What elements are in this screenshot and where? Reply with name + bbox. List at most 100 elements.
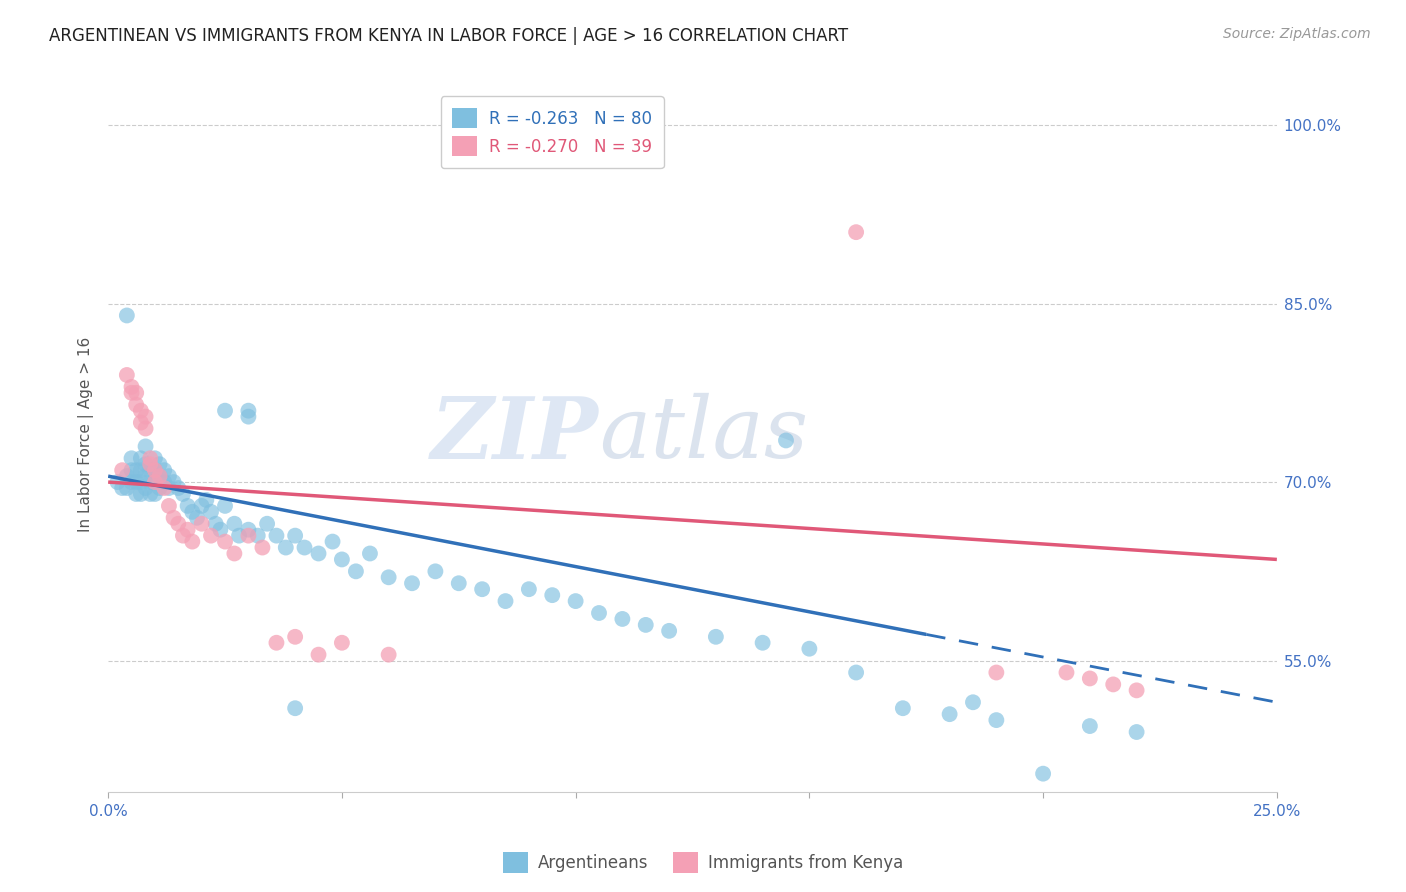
Point <box>181 505 204 519</box>
Point <box>111 481 134 495</box>
Point <box>962 695 984 709</box>
Point <box>149 457 172 471</box>
Point <box>266 528 288 542</box>
Point <box>308 547 330 561</box>
Point <box>256 516 278 531</box>
Point <box>1032 766 1054 780</box>
Point <box>115 368 138 382</box>
Point <box>938 707 960 722</box>
Point <box>986 713 1008 727</box>
Point <box>294 541 316 555</box>
Point <box>1125 725 1147 739</box>
Point <box>129 403 152 417</box>
Point <box>322 534 344 549</box>
Point <box>751 636 773 650</box>
Point <box>224 516 246 531</box>
Legend: Argentineans, Immigrants from Kenya: Argentineans, Immigrants from Kenya <box>496 846 910 880</box>
Point <box>135 439 157 453</box>
Point <box>200 528 222 542</box>
Point <box>121 385 143 400</box>
Point <box>157 469 180 483</box>
Point <box>115 481 138 495</box>
Point <box>190 516 212 531</box>
Point <box>129 475 152 489</box>
Point <box>125 475 148 489</box>
Point <box>125 463 148 477</box>
Point <box>330 636 353 650</box>
Point <box>775 434 797 448</box>
Point <box>149 469 172 483</box>
Point <box>588 606 610 620</box>
Point <box>129 451 152 466</box>
Point <box>1078 672 1101 686</box>
Text: atlas: atlas <box>599 393 808 475</box>
Legend: R = -0.263   N = 80, R = -0.270   N = 39: R = -0.263 N = 80, R = -0.270 N = 39 <box>440 96 664 168</box>
Point <box>115 469 138 483</box>
Point <box>284 528 307 542</box>
Point <box>704 630 727 644</box>
Point <box>172 487 194 501</box>
Point <box>1102 677 1125 691</box>
Point <box>139 463 162 477</box>
Point <box>139 457 162 471</box>
Point <box>891 701 914 715</box>
Point <box>135 481 157 495</box>
Point <box>308 648 330 662</box>
Point <box>139 451 162 466</box>
Point <box>129 487 152 501</box>
Point <box>176 499 198 513</box>
Point <box>274 541 297 555</box>
Point <box>129 416 152 430</box>
Point <box>107 475 129 489</box>
Point <box>209 523 232 537</box>
Point <box>157 481 180 495</box>
Point <box>143 463 166 477</box>
Point <box>377 570 399 584</box>
Point <box>135 457 157 471</box>
Text: ARGENTINEAN VS IMMIGRANTS FROM KENYA IN LABOR FORCE | AGE > 16 CORRELATION CHART: ARGENTINEAN VS IMMIGRANTS FROM KENYA IN … <box>49 27 848 45</box>
Point <box>139 475 162 489</box>
Point <box>157 499 180 513</box>
Point <box>149 469 172 483</box>
Point <box>330 552 353 566</box>
Point <box>153 475 176 489</box>
Point <box>176 523 198 537</box>
Point <box>143 463 166 477</box>
Point <box>658 624 681 638</box>
Point <box>238 528 260 542</box>
Point <box>167 481 190 495</box>
Point <box>143 475 166 489</box>
Point <box>153 463 176 477</box>
Point <box>135 469 157 483</box>
Point <box>246 528 269 542</box>
Point <box>224 547 246 561</box>
Point <box>115 309 138 323</box>
Point <box>162 510 184 524</box>
Point <box>471 582 494 597</box>
Point <box>153 481 176 495</box>
Point <box>135 421 157 435</box>
Point <box>1056 665 1078 680</box>
Point <box>266 636 288 650</box>
Point <box>845 665 868 680</box>
Point <box>111 463 134 477</box>
Point <box>143 451 166 466</box>
Point <box>252 541 274 555</box>
Point <box>799 641 821 656</box>
Point <box>135 409 157 424</box>
Point <box>214 403 236 417</box>
Point <box>612 612 634 626</box>
Point <box>129 463 152 477</box>
Point <box>162 475 184 489</box>
Point <box>143 475 166 489</box>
Point <box>344 565 367 579</box>
Point <box>149 481 172 495</box>
Point <box>845 225 868 239</box>
Point <box>1078 719 1101 733</box>
Point <box>125 487 148 501</box>
Point <box>214 534 236 549</box>
Point <box>125 385 148 400</box>
Point <box>121 451 143 466</box>
Point <box>195 492 218 507</box>
Point <box>139 487 162 501</box>
